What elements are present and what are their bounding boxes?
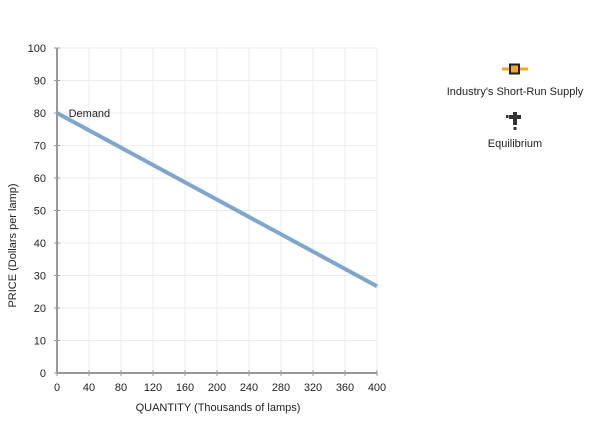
x-tick-label: 40 [83, 382, 95, 394]
y-tick-label: 10 [34, 336, 46, 348]
demand-curve[interactable] [56, 111, 378, 288]
x-tick-label: 200 [208, 382, 226, 394]
y-tick-label: 40 [34, 238, 46, 250]
equilibrium-cross-icon[interactable] [504, 110, 526, 132]
y-tick-label: 60 [34, 173, 46, 185]
y-tick-label: 30 [34, 271, 46, 283]
equilibrium-legend-label: Equilibrium [487, 138, 543, 150]
y-tick-label: 50 [34, 206, 46, 218]
x-tick-label: 280 [272, 382, 290, 394]
x-tick-label: 360 [336, 382, 354, 394]
x-tick-label: 120 [144, 382, 162, 394]
legend: Industry's Short-Run Supply Equilibrium [430, 58, 600, 162]
y-axis-ticks: 0 10 20 30 40 50 60 70 80 90 100 [28, 43, 60, 380]
x-tick-label: 400 [368, 382, 386, 394]
x-axis-ticks: 0 40 80 120 160 200 240 280 320 360 400 [54, 370, 386, 394]
y-tick-label: 80 [34, 108, 46, 120]
x-tick-label: 240 [240, 382, 258, 394]
x-tick-label: 320 [304, 382, 322, 394]
grid-lines [57, 47, 378, 373]
supply-marker-icon[interactable] [501, 58, 529, 80]
x-tick-label: 0 [54, 382, 60, 394]
x-tick-label: 160 [176, 382, 194, 394]
plot-area[interactable] [56, 111, 378, 288]
x-axis-title: QUANTITY (Thousands of lamps) [136, 402, 301, 414]
y-tick-label: 100 [28, 43, 46, 55]
supply-legend-label: Industry's Short-Run Supply [446, 86, 584, 98]
legend-item-equilibrium[interactable]: Equilibrium [430, 110, 600, 150]
demand-curve-label: Demand [69, 108, 111, 120]
y-tick-label: 90 [34, 76, 46, 88]
y-tick-label: 20 [34, 303, 46, 315]
x-tick-label: 80 [115, 382, 127, 394]
y-tick-label: 70 [34, 141, 46, 153]
y-tick-label: 0 [40, 368, 46, 380]
legend-item-supply[interactable]: Industry's Short-Run Supply [430, 58, 600, 98]
y-axis-title: PRICE (Dollars per lamp) [7, 183, 19, 307]
